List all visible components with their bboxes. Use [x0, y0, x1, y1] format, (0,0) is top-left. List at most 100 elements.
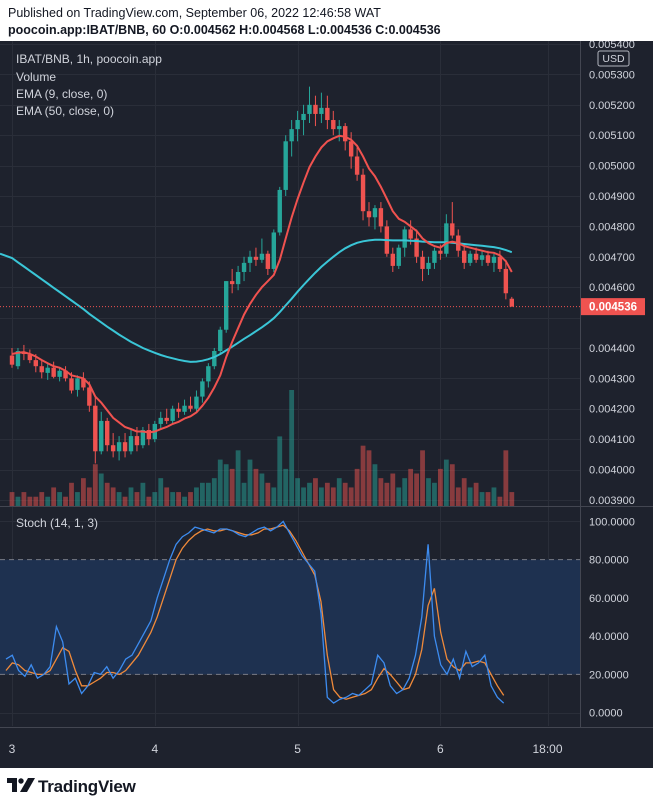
- candle-body: [378, 208, 384, 227]
- candle-body: [122, 442, 128, 452]
- time-tick-label: 4: [151, 742, 158, 756]
- volume-bar: [378, 478, 384, 506]
- volume-bar: [396, 487, 402, 506]
- candle-body: [444, 223, 449, 254]
- volume-bar: [33, 496, 39, 506]
- candle-body: [331, 120, 336, 130]
- volume-bar: [122, 496, 128, 506]
- volume-bar: [45, 496, 51, 506]
- volume-bar: [307, 482, 312, 506]
- candle-body: [87, 387, 92, 406]
- volume-bar: [289, 390, 295, 506]
- publish-header: Published on TradingView.com, September …: [0, 0, 653, 41]
- volume-bar: [313, 478, 318, 506]
- candle-body: [57, 370, 62, 377]
- time-axis-labels: 3 4 5 6 18:00: [9, 742, 563, 756]
- price-axis-labels: 0.005400 0.005300 0.005200 0.005100 0.005000…: [589, 41, 635, 507]
- candle-body: [325, 107, 330, 121]
- volume-bar: [455, 487, 461, 506]
- candle-body: [348, 141, 354, 157]
- volume-bar: [176, 492, 181, 506]
- volume-bar: [414, 473, 419, 506]
- candle-body: [69, 378, 74, 391]
- candle-body: [485, 255, 491, 263]
- candle-body: [45, 367, 50, 373]
- candle-body: [206, 366, 211, 382]
- volume-bar: [283, 468, 289, 506]
- candle-body: [116, 442, 122, 452]
- candle-body: [39, 366, 44, 373]
- volume-bar: [420, 450, 425, 506]
- stoch-k-line: [5, 520, 505, 704]
- candle-body: [307, 104, 312, 114]
- candle-body: [479, 255, 485, 260]
- candle-body: [128, 436, 134, 452]
- volume-legend: Volume: [16, 70, 56, 84]
- candle-body: [253, 256, 259, 260]
- volume-bar: [86, 487, 92, 506]
- stoch-tick-label: 80.0000: [589, 555, 629, 567]
- price-tick-label: 0.005100: [589, 130, 635, 142]
- volume-bar: [301, 487, 306, 506]
- volume-bar: [271, 487, 277, 506]
- stoch-d-line: [5, 524, 505, 700]
- price-tick-label: 0.004600: [589, 282, 635, 294]
- volume-bar: [408, 468, 414, 506]
- candle-body: [301, 113, 306, 121]
- volume-bar: [15, 496, 21, 506]
- candle-body: [241, 262, 247, 272]
- volume-bar: [164, 487, 170, 506]
- volume-bar: [69, 482, 74, 506]
- candle-body: [408, 229, 413, 239]
- volume-bar: [336, 478, 342, 506]
- candle-body: [247, 256, 253, 263]
- candle-body: [402, 229, 407, 248]
- candle-body: [212, 351, 217, 367]
- volume-bar: [247, 459, 253, 506]
- volume-bar: [229, 468, 235, 506]
- candle-body: [432, 250, 437, 263]
- candle-body: [390, 253, 395, 266]
- price-tick-label: 0.004900: [589, 191, 635, 203]
- candle-body: [497, 256, 503, 269]
- stoch-band-fill: [0, 559, 580, 675]
- candle-body: [224, 281, 229, 330]
- candle-body: [503, 268, 509, 294]
- candle-body: [396, 247, 401, 266]
- volume-bar: [348, 487, 354, 506]
- stoch-axis-labels: 100.0000 80.0000 60.0000 40.0000 20.0000 0.00…: [589, 516, 635, 719]
- volume-bar: [235, 450, 241, 506]
- candle-body: [462, 250, 467, 263]
- candle-body: [63, 370, 68, 379]
- volume-bar: [205, 482, 211, 506]
- candle-body: [360, 174, 366, 212]
- volume-bar: [443, 459, 449, 506]
- candle-body: [146, 430, 152, 440]
- candle-body: [337, 126, 342, 130]
- chart-area[interactable]: 0.005400 0.005300 0.005200 0.005100 0.005000…: [0, 41, 653, 768]
- volume-bar: [330, 487, 336, 506]
- volume-bar: [39, 492, 45, 506]
- volume-bar: [354, 468, 360, 506]
- volume-bar: [98, 473, 104, 506]
- volume-bar: [188, 492, 193, 506]
- candle-body: [491, 256, 497, 263]
- volume-bar: [384, 482, 390, 506]
- volume-bar: [372, 464, 378, 506]
- candle-body: [467, 253, 473, 263]
- volume-bars: [9, 390, 515, 506]
- volume-bar: [81, 478, 86, 506]
- time-tick-label: 5: [294, 742, 301, 756]
- candle-body: [110, 445, 116, 452]
- candle-body: [473, 253, 479, 260]
- candle-body: [218, 329, 223, 351]
- last-price-label: 0.004536: [589, 302, 637, 314]
- candle-body: [158, 417, 163, 424]
- volume-bar: [324, 482, 330, 506]
- volume-bar: [402, 478, 408, 506]
- volume-bar: [63, 496, 68, 506]
- ema9-legend: EMA (9, close, 0): [16, 87, 107, 101]
- volume-bar: [104, 482, 110, 506]
- volume-bar: [259, 473, 265, 506]
- time-tick-label: 3: [9, 742, 16, 756]
